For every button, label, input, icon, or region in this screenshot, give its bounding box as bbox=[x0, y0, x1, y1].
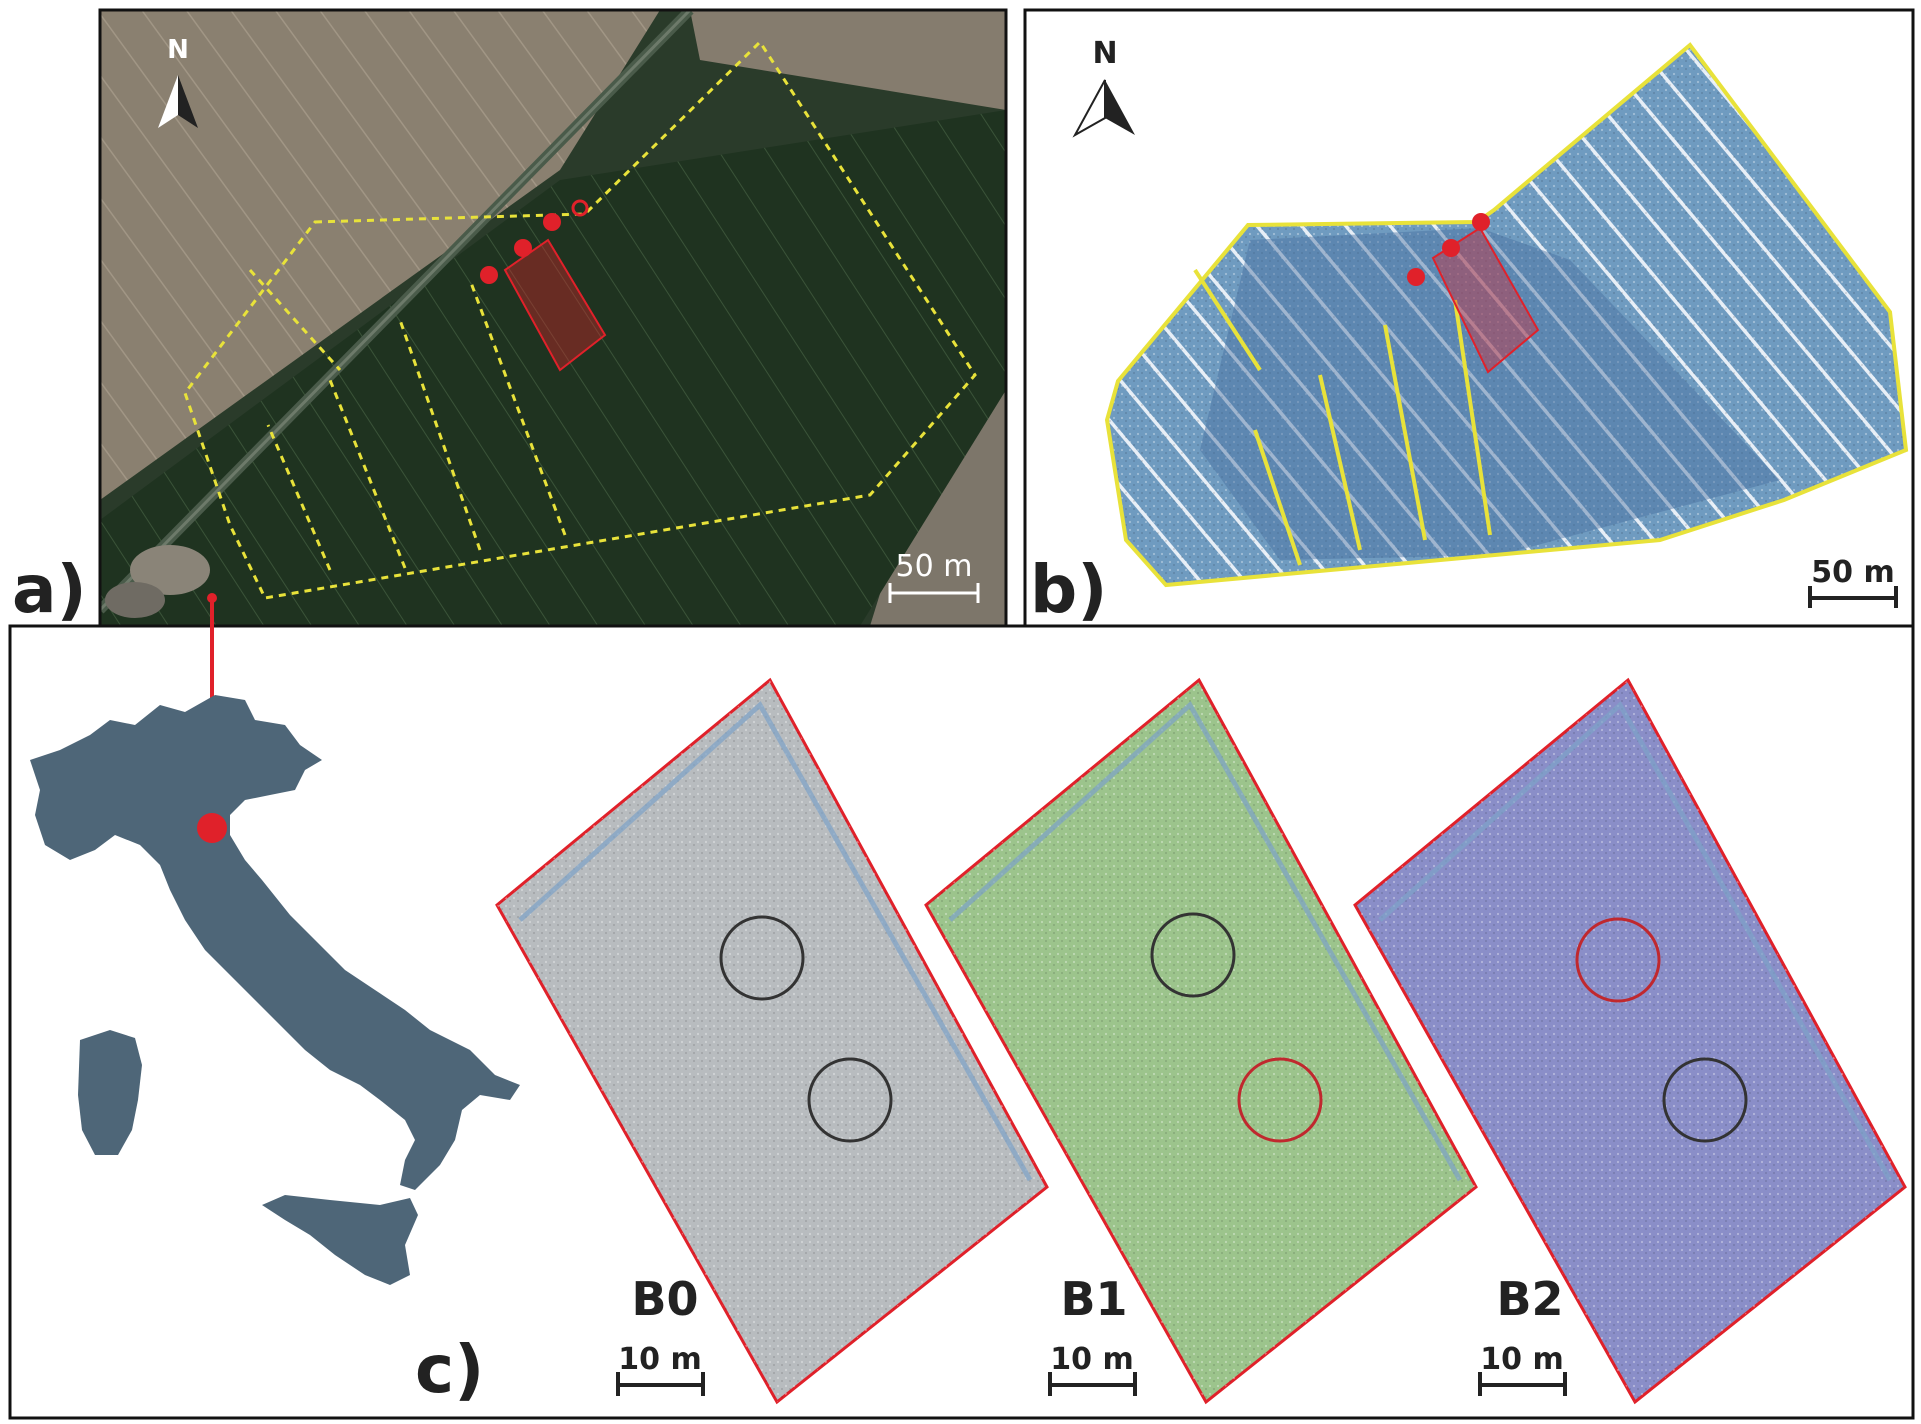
study-plot-b bbox=[1431, 226, 1540, 374]
panel-label-b: b) bbox=[1030, 551, 1107, 628]
scale-label-b2: 10 m bbox=[1480, 1342, 1563, 1377]
panel-b: N 50 m b) bbox=[1023, 8, 1915, 628]
scale-bar-b2: 10 m bbox=[1478, 1342, 1567, 1396]
panel-a: N 50 m a) bbox=[12, 8, 1008, 628]
plot-b1: B1 10 m bbox=[924, 677, 1478, 1405]
italy-map bbox=[30, 695, 520, 1285]
satellite-image bbox=[100, 10, 1006, 626]
scale-bar-b0: 10 m bbox=[616, 1342, 705, 1396]
scale-bar-a: 50 m bbox=[888, 549, 980, 603]
north-arrow-a: N bbox=[158, 35, 198, 128]
plot-b0: B0 10 m bbox=[495, 677, 1049, 1405]
site-location-marker bbox=[197, 813, 227, 843]
plot-b0-label: B0 bbox=[631, 1272, 698, 1326]
plot-b1-label: B1 bbox=[1060, 1272, 1127, 1326]
survey-boundary-a bbox=[183, 39, 977, 600]
north-arrow-b: N bbox=[1072, 36, 1135, 138]
panel-c: B0 10 m B1 10 m bbox=[8, 593, 1915, 1420]
scale-bar-b1: 10 m bbox=[1048, 1342, 1137, 1396]
scale-label-b0: 10 m bbox=[618, 1342, 701, 1377]
study-plot-a bbox=[503, 238, 607, 372]
panel-label-c: c) bbox=[415, 1331, 484, 1408]
field-lines-b bbox=[1193, 268, 1492, 566]
scale-label-a: 50 m bbox=[896, 549, 973, 584]
scale-label-b: 50 m bbox=[1811, 555, 1894, 590]
north-label-a: N bbox=[167, 35, 189, 65]
north-label-b: N bbox=[1092, 36, 1117, 71]
plot-b2: B2 10 m bbox=[1353, 677, 1907, 1405]
scale-bar-b: 50 m bbox=[1808, 555, 1898, 608]
sample-points-a bbox=[480, 199, 589, 284]
panel-label-a: a) bbox=[12, 551, 87, 628]
sample-points-b bbox=[1407, 213, 1490, 286]
scale-label-b1: 10 m bbox=[1050, 1342, 1133, 1377]
plot-b2-label: B2 bbox=[1496, 1272, 1563, 1326]
